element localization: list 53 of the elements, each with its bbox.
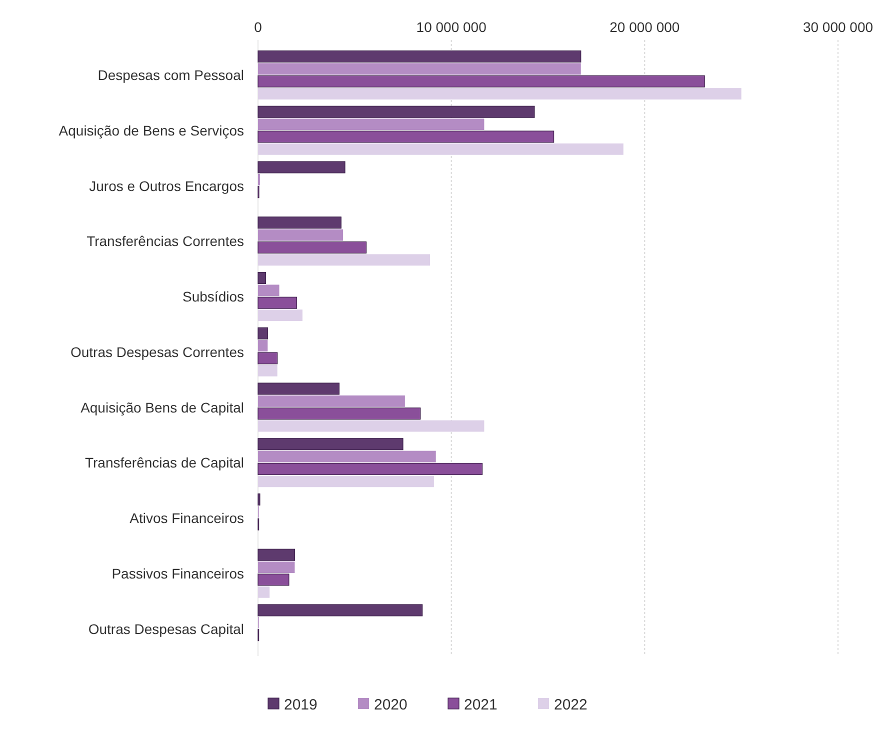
bar — [258, 420, 484, 432]
x-tick-label: 10 000 000 — [416, 19, 487, 35]
legend-label: 2022 — [554, 696, 588, 714]
bar — [258, 272, 266, 284]
bar — [258, 574, 290, 586]
bar — [258, 241, 367, 254]
y-tick-label: Outras Despesas Correntes — [70, 344, 244, 360]
y-tick-label: Passivos Financeiros — [112, 565, 244, 582]
bar — [258, 296, 297, 309]
y-tick-label: Transferências de Capital — [84, 454, 244, 471]
bar — [258, 364, 278, 376]
y-tick-label: Aquisição Bens de Capital — [80, 399, 244, 416]
bar — [258, 284, 280, 296]
x-tick-label: 30 000 000 — [802, 19, 874, 35]
legend-label: 2021 — [464, 696, 498, 714]
legend-label: 2020 — [374, 696, 408, 714]
bar — [258, 408, 421, 420]
bar — [258, 106, 535, 118]
bar — [258, 130, 554, 143]
bar — [258, 254, 430, 266]
bar — [258, 450, 436, 462]
bar — [258, 352, 278, 364]
y-tick-label: Despesas com Pessoal — [98, 67, 244, 84]
y-tick-label: Outras Despesas Capital — [88, 620, 244, 637]
bar — [258, 395, 405, 407]
bar — [258, 216, 342, 229]
bar — [258, 340, 268, 352]
bar — [258, 161, 346, 174]
x-tick-label: 0 — [254, 19, 262, 35]
bar — [258, 229, 344, 241]
bar — [258, 462, 483, 475]
y-tick-label: Transferências Correntes — [86, 233, 244, 250]
bar — [258, 438, 404, 450]
y-tick-label: Aquisição de Bens e Serviços — [58, 122, 244, 138]
y-tick-label: Subsídios — [182, 288, 244, 305]
bar — [258, 327, 268, 340]
bar — [258, 382, 340, 395]
bar — [258, 604, 423, 616]
x-tick-label: 20 000 000 — [610, 19, 680, 35]
y-tick-label: Juros e Outros Encargos — [89, 178, 244, 194]
bar — [258, 118, 484, 130]
bar — [258, 63, 581, 75]
bar — [258, 586, 270, 598]
bar — [258, 143, 624, 155]
bar — [258, 75, 705, 88]
bar — [258, 310, 302, 321]
bar — [258, 562, 295, 573]
bar — [258, 50, 582, 63]
bar — [258, 548, 296, 561]
y-tick-label: Ativos Financeiros — [130, 510, 244, 526]
bar — [258, 88, 742, 100]
bar — [258, 476, 434, 488]
legend-label: 2019 — [284, 696, 318, 714]
